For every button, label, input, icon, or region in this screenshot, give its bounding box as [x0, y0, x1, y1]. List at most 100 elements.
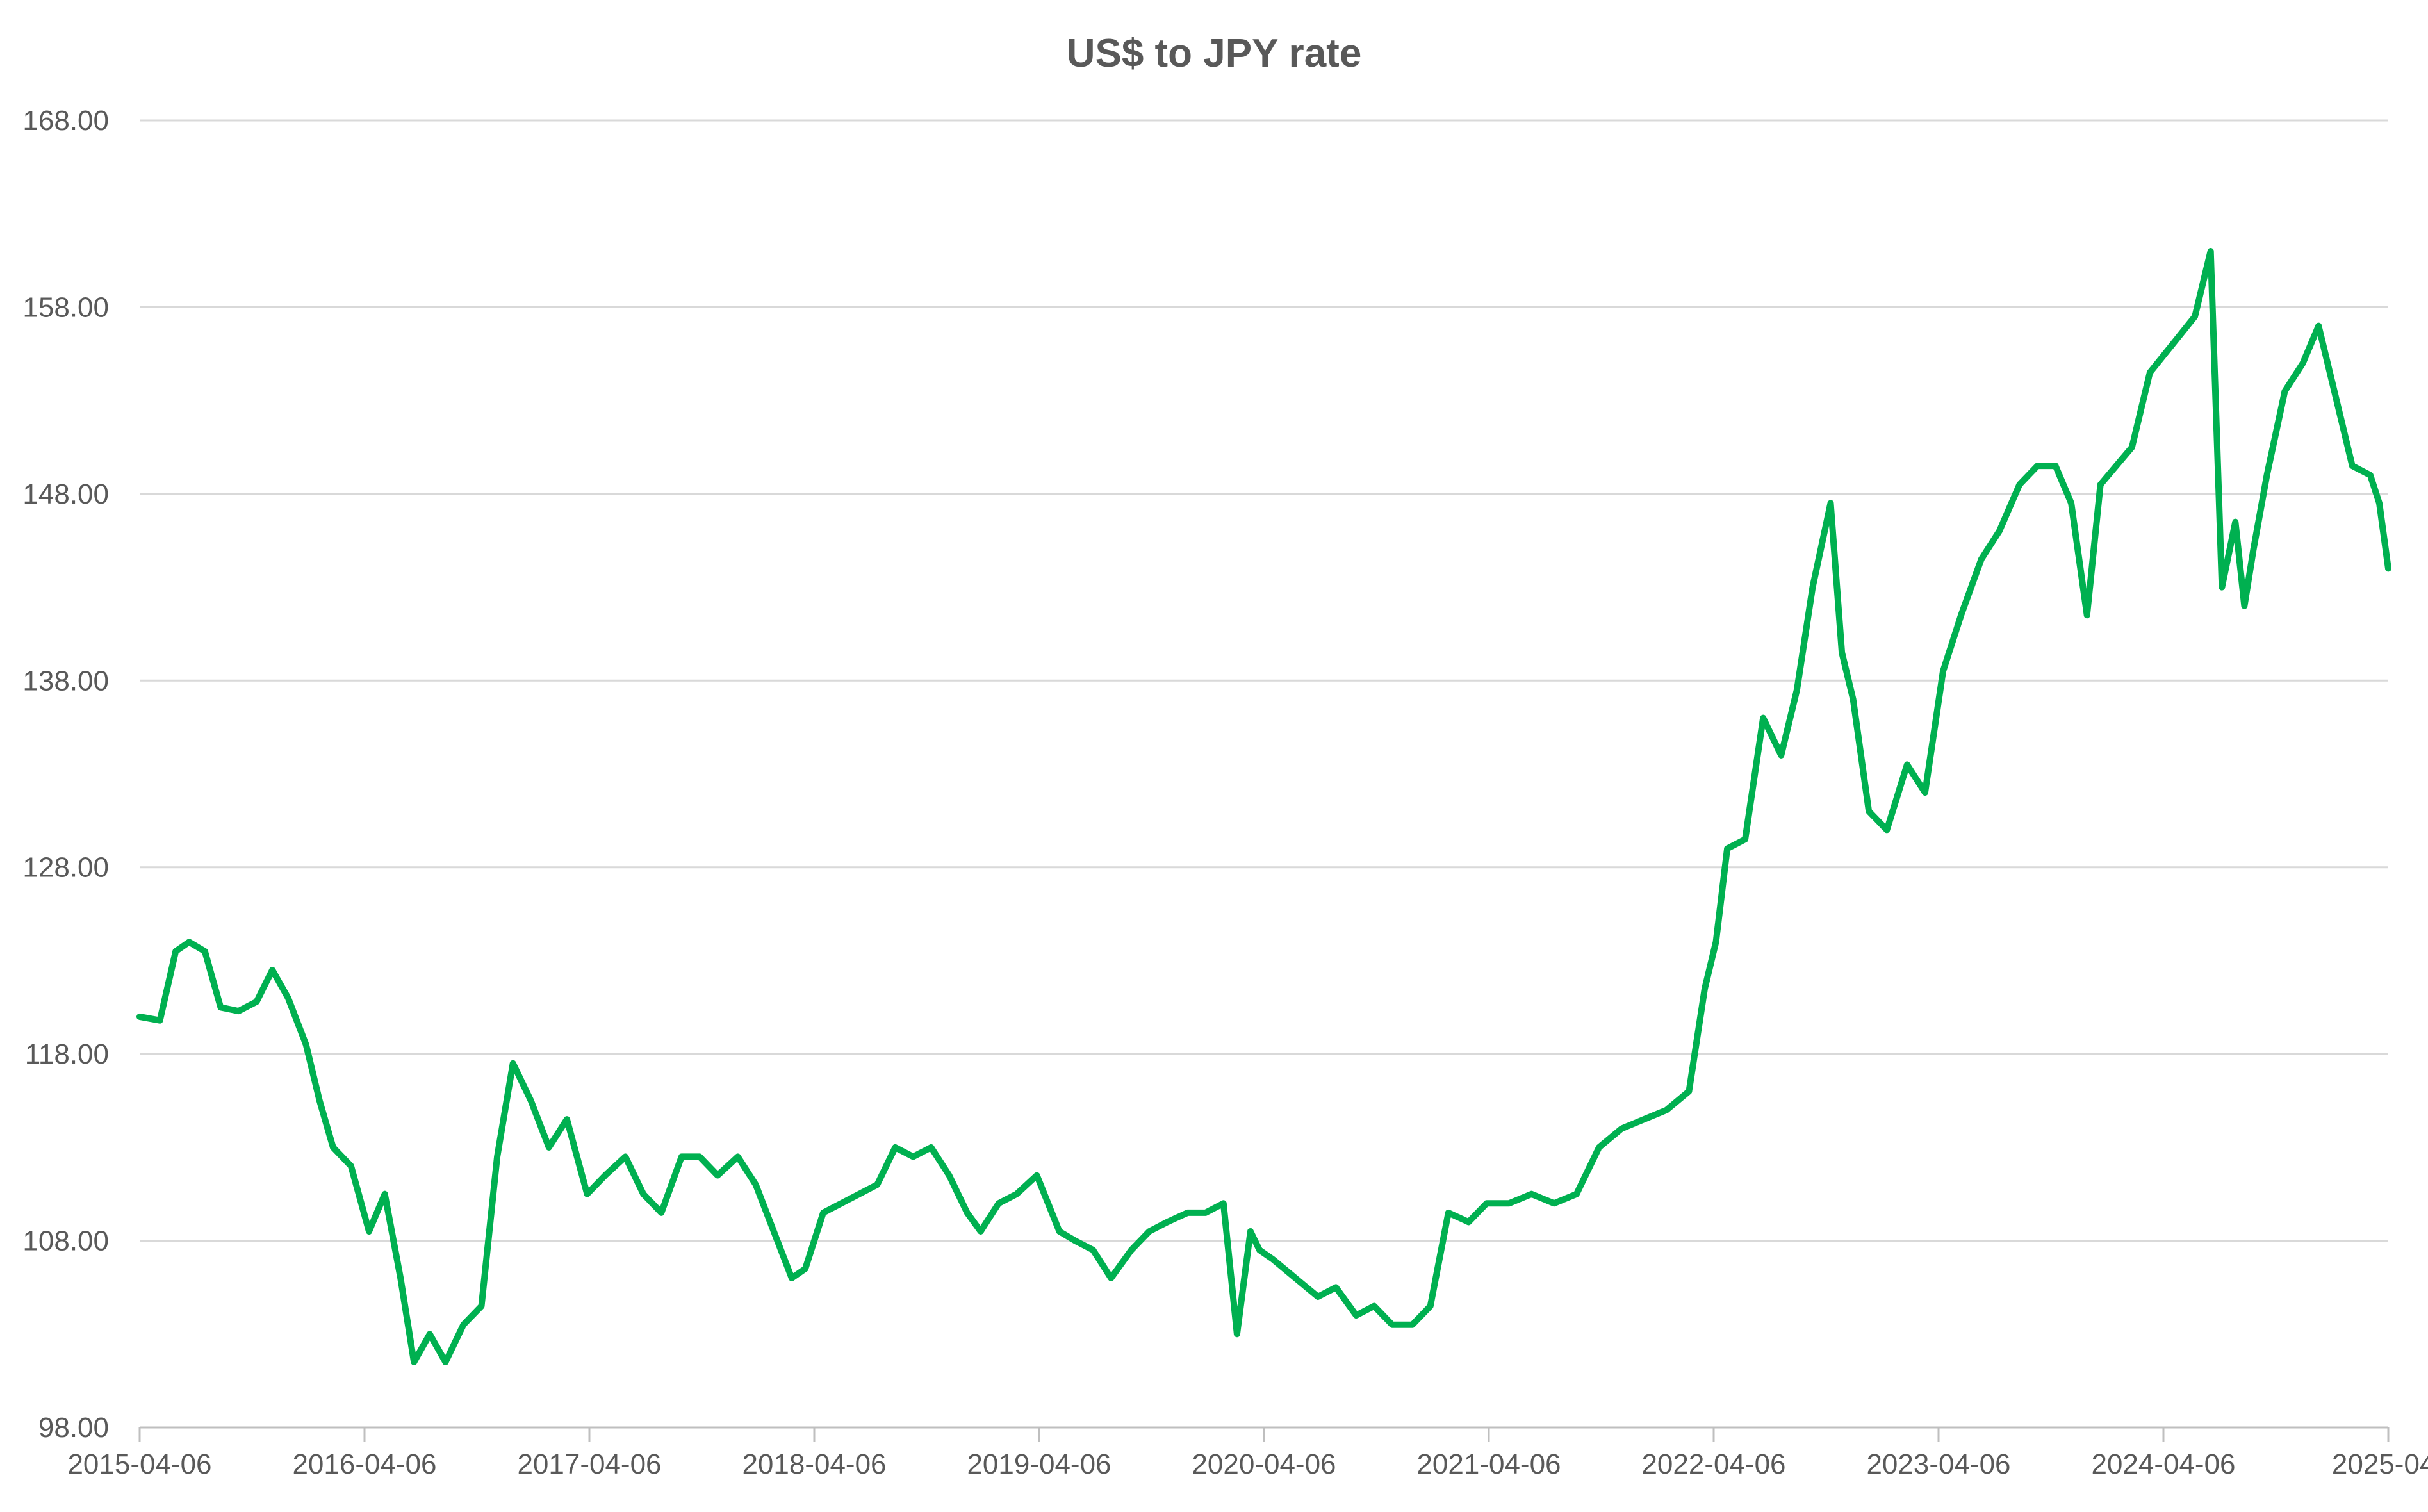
data-point [980, 1231, 981, 1232]
data-point [2019, 484, 2020, 485]
data-point [1666, 1110, 1667, 1111]
data-point [220, 1007, 221, 1008]
data-point [496, 1156, 498, 1157]
data-point [1187, 1212, 1188, 1213]
data-point [204, 951, 206, 952]
data-point [605, 1175, 606, 1176]
x-tick-label: 2025-04- [2332, 1449, 2428, 1480]
data-point [2352, 465, 2353, 466]
y-tick-label: 168.00 [22, 105, 109, 136]
data-point [737, 1156, 739, 1157]
data-point [755, 1184, 757, 1185]
data-point [513, 1063, 514, 1064]
y-tick-label: 128.00 [22, 852, 109, 883]
data-point [2149, 372, 2151, 373]
data-point [1960, 614, 1962, 616]
data-point [1259, 1249, 1260, 1251]
data-point [1780, 755, 1782, 756]
data-point [1374, 1306, 1375, 1307]
data-point [1727, 848, 1728, 850]
x-tick-label: 2015-04-06 [67, 1449, 211, 1480]
data-point [2210, 251, 2211, 252]
data-point [272, 969, 273, 971]
data-point [2266, 475, 2267, 476]
data-point [2388, 568, 2389, 569]
data-point [1981, 559, 1982, 560]
x-tick-label: 2021-04-06 [1416, 1449, 1561, 1480]
data-point [681, 1156, 682, 1157]
data-point [949, 1175, 950, 1176]
data-point [2336, 400, 2337, 401]
data-point [188, 941, 190, 942]
data-point [1796, 689, 1798, 691]
data-point [530, 1100, 532, 1101]
data-point [1468, 1221, 1469, 1222]
data-point [1236, 1333, 1238, 1335]
data-point [2235, 522, 2236, 523]
data-point [384, 1194, 386, 1195]
data-point [160, 1020, 161, 1021]
data-point [175, 951, 176, 952]
data-point [1092, 1249, 1094, 1251]
data-point [1430, 1306, 1431, 1307]
data-point [1335, 1286, 1336, 1288]
data-point [967, 1212, 968, 1213]
data-point [773, 1231, 775, 1232]
data-point [2131, 447, 2133, 448]
data-point [1016, 1194, 1017, 1195]
data-point [1223, 1203, 1224, 1204]
data-point [2379, 502, 2380, 504]
data-point [566, 1119, 568, 1120]
data-point [1531, 1194, 1532, 1195]
data-point [1554, 1203, 1555, 1204]
data-point [400, 1278, 401, 1279]
data-point [1907, 764, 1908, 765]
data-point [660, 1212, 662, 1213]
x-tick-label: 2019-04-06 [967, 1449, 1111, 1480]
data-point [1149, 1231, 1150, 1232]
data-point [1688, 1090, 1689, 1092]
data-point [823, 1212, 824, 1213]
y-tick-label: 108.00 [22, 1226, 109, 1257]
data-point [1131, 1249, 1132, 1251]
data-point [1841, 652, 1842, 653]
data-point [717, 1175, 718, 1176]
data-point [481, 1306, 482, 1307]
data-point [625, 1156, 626, 1157]
data-point [1942, 671, 1944, 672]
data-point [1356, 1315, 1357, 1316]
y-tick-label: 118.00 [25, 1039, 109, 1070]
data-point [2302, 363, 2304, 364]
data-point [1486, 1203, 1487, 1204]
data-point [894, 1147, 896, 1148]
data-point [1999, 530, 2000, 532]
data-point [791, 1278, 792, 1279]
data-point [876, 1184, 878, 1185]
data-point [643, 1194, 644, 1195]
data-point [2221, 587, 2222, 588]
data-point [2284, 391, 2286, 392]
data-point [413, 1361, 414, 1363]
data-point [931, 1147, 932, 1148]
data-point [2370, 475, 2371, 476]
data-point [2037, 465, 2038, 466]
y-tick-label: 158.00 [22, 292, 109, 323]
data-point [463, 1324, 464, 1326]
data-point [1812, 587, 1813, 588]
data-point [1762, 718, 1764, 719]
data-point [350, 1165, 352, 1167]
x-tick-label: 2016-04-06 [292, 1449, 436, 1480]
x-tick-label: 2017-04-06 [517, 1449, 661, 1480]
data-point [699, 1156, 700, 1157]
data-point [1205, 1212, 1206, 1213]
x-tick-label: 2022-04-06 [1641, 1449, 1785, 1480]
data-point [429, 1333, 431, 1335]
data-point [319, 1100, 320, 1101]
data-point [1412, 1324, 1413, 1326]
data-point [1868, 810, 1869, 812]
data-point [139, 1016, 140, 1017]
chart-title: US$ to JPY rate [1066, 31, 1362, 76]
data-point [805, 1268, 806, 1269]
data-point [1509, 1203, 1510, 1204]
